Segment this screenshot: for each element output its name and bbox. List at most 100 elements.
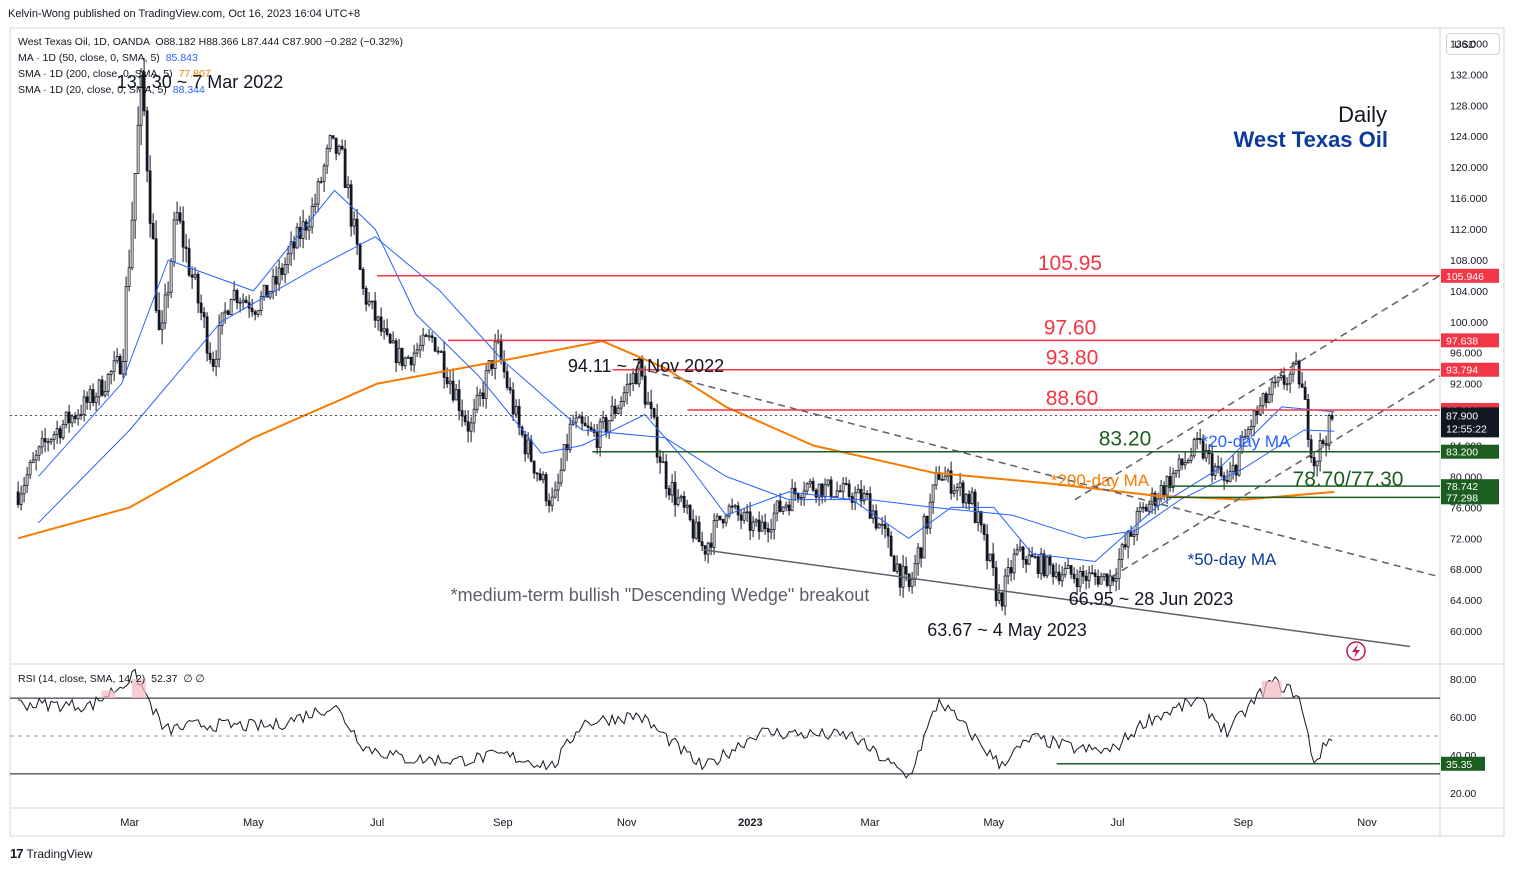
candle-body xyxy=(1315,460,1319,467)
candle-body xyxy=(463,415,467,423)
candle-body xyxy=(175,212,179,221)
tradingview-logo[interactable]: 17 TradingView xyxy=(10,846,93,861)
candle-body xyxy=(115,356,119,362)
candle-body xyxy=(1072,573,1076,580)
y-tick-label: 76.000 xyxy=(1450,502,1482,514)
candle-body xyxy=(583,422,587,427)
candle-body xyxy=(676,497,680,506)
y-tick-label: 104.000 xyxy=(1450,286,1488,298)
candle-body xyxy=(103,391,107,396)
candle-body xyxy=(241,299,245,303)
candle-body xyxy=(745,511,749,514)
candle-body xyxy=(574,417,578,423)
candle-body xyxy=(985,534,989,561)
x-tick-label: Jul xyxy=(1110,817,1124,829)
candle-body xyxy=(634,372,638,385)
candle-body xyxy=(1033,556,1037,559)
candle-body xyxy=(391,340,395,344)
candle-body xyxy=(919,547,923,559)
candle-body xyxy=(370,300,374,303)
rsi-tick-label: 20.00 xyxy=(1450,788,1476,800)
candle-body xyxy=(940,478,944,481)
candle-body xyxy=(346,184,350,189)
candle-body xyxy=(1087,572,1091,582)
candle-body xyxy=(478,392,482,396)
candle-body xyxy=(742,511,746,521)
candle-body xyxy=(190,274,194,278)
level-label: 97.60 xyxy=(1044,316,1097,339)
candle-body xyxy=(271,276,275,292)
candle-body xyxy=(1036,556,1040,574)
channel-lower-trendline xyxy=(1111,375,1441,578)
level-axis-text: 78.742 xyxy=(1446,481,1478,493)
candle-body xyxy=(724,515,728,524)
candle-body xyxy=(1084,575,1088,582)
x-tick-label: Mar xyxy=(120,817,139,829)
candle-body xyxy=(889,535,893,557)
rsi-tick-label: 60.00 xyxy=(1450,712,1476,724)
candle-body xyxy=(625,383,629,394)
candle-body xyxy=(646,401,650,405)
candle-body xyxy=(844,483,848,485)
level-label: 83.20 xyxy=(1099,428,1152,451)
chart-annotation: 131.30 ~ 7 Mar 2022 xyxy=(117,72,284,92)
countdown-text: 12:55:22 xyxy=(1446,423,1487,435)
candle-body xyxy=(1147,503,1151,512)
candle-body xyxy=(811,480,815,491)
candle-body xyxy=(145,110,149,172)
candle-body xyxy=(1303,386,1307,400)
candle-body xyxy=(1279,375,1283,379)
rsi-support-text: 35.35 xyxy=(1446,759,1472,771)
candle-body xyxy=(733,505,737,508)
x-tick-label: Jul xyxy=(370,817,384,829)
candle-body xyxy=(568,423,572,451)
candle-body xyxy=(874,510,878,529)
candle-body xyxy=(1018,546,1022,551)
y-tick-label: 108.000 xyxy=(1450,255,1488,267)
legend-rsi-label: RSI (14, close, SMA, 14, 2) xyxy=(18,673,146,685)
candle-body xyxy=(235,290,239,304)
candle-body xyxy=(1105,573,1109,586)
candle-body xyxy=(526,439,530,455)
candle-body xyxy=(628,383,632,385)
y-tick-label: 112.000 xyxy=(1450,224,1487,236)
candle-body xyxy=(100,379,104,396)
candle-body xyxy=(967,493,971,504)
candle-body xyxy=(1231,464,1235,473)
candle-body xyxy=(1045,556,1049,577)
rsi-support-tag xyxy=(1441,756,1485,771)
candle-body xyxy=(1180,458,1184,466)
x-tick-label: May xyxy=(243,817,264,829)
candle-body xyxy=(127,267,131,287)
candle-body xyxy=(616,407,620,415)
candle-body xyxy=(214,358,218,367)
candle-body xyxy=(517,405,521,428)
candle-body xyxy=(805,483,809,492)
currency-selector[interactable]: USD xyxy=(1446,33,1500,55)
legend-sma20-value: 88.344 xyxy=(172,84,205,96)
y-tick-label: 132.000 xyxy=(1450,69,1488,81)
candle-body xyxy=(139,71,143,126)
candle-body xyxy=(475,395,479,410)
candle-body xyxy=(196,273,200,304)
candle-body xyxy=(1168,476,1172,488)
candle-body xyxy=(709,542,713,548)
candle-body xyxy=(1024,559,1028,565)
candle-body xyxy=(313,203,317,207)
candle-body xyxy=(754,519,758,523)
candle-body xyxy=(259,296,263,312)
candle-body xyxy=(82,396,86,415)
candle-body xyxy=(31,459,35,463)
candle-body xyxy=(868,493,872,519)
x-tick-label: Sep xyxy=(1233,817,1253,829)
candle-body xyxy=(493,341,497,370)
candle-body xyxy=(769,528,773,533)
candle-body xyxy=(1300,383,1304,388)
chart-annotation: *medium-term bullish "Descending Wedge" … xyxy=(451,585,870,605)
level-label: 105.95 xyxy=(1038,252,1102,275)
candle-body xyxy=(1156,498,1160,507)
candle-body xyxy=(586,425,590,428)
candle-body xyxy=(229,299,233,315)
candle-body xyxy=(148,170,152,224)
